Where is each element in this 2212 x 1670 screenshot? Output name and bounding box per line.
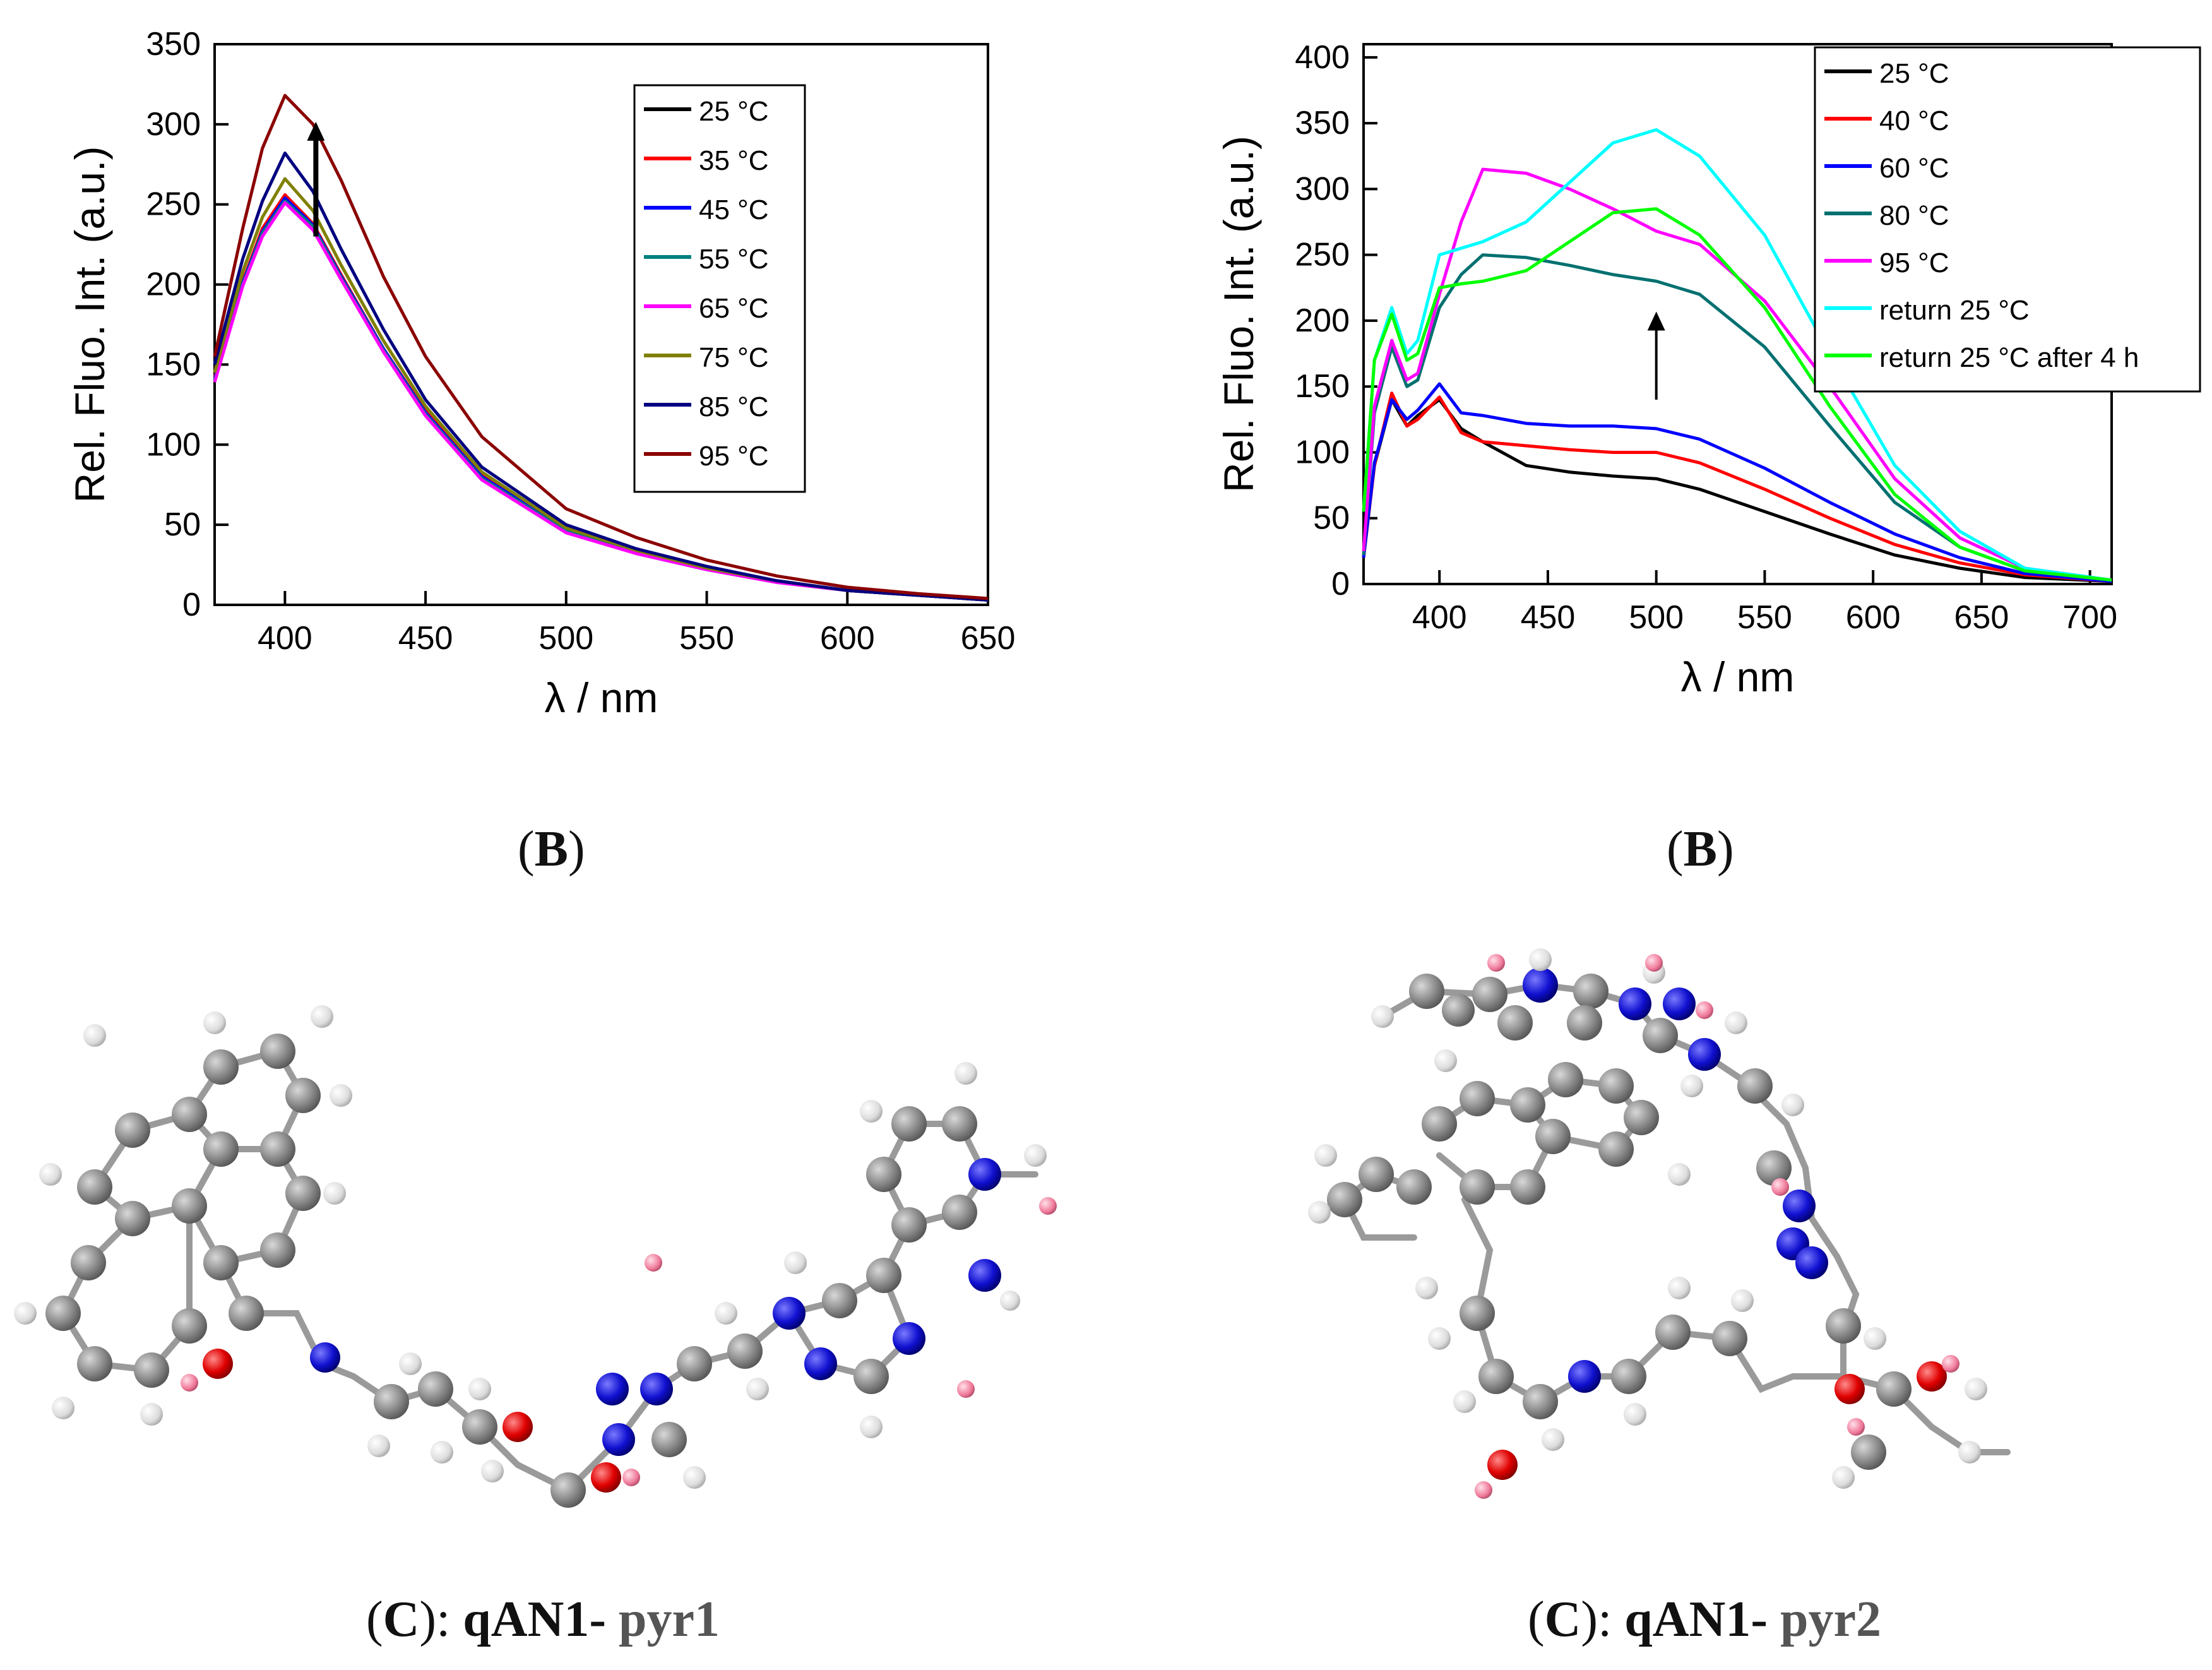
caption-top-right-letter: B: [1683, 821, 1717, 877]
y-tick-label: 150: [1295, 368, 1350, 405]
caption-bottom-right-letter: C: [1544, 1592, 1581, 1647]
x-tick-label: 650: [961, 620, 1016, 657]
x-tick-label: 700: [2062, 599, 2117, 636]
series-line-right-1: [1362, 391, 2112, 583]
chart-left: 400 450 500 550 600 650 0 50 100 150 200 250 300 350 λ…: [66, 26, 1015, 721]
increase-arrow-head: [307, 121, 325, 141]
y-tick-label: 200: [1295, 302, 1350, 339]
molecule-qan1-pyr2: [1308, 948, 2011, 1499]
legend-label: 60 °C: [1879, 153, 1949, 184]
caption-bottom-left-mol: qAN1-: [463, 1592, 619, 1647]
series-line-right-4: [1362, 167, 2112, 582]
y-tick-label: 100: [146, 426, 201, 463]
caption-bottom-left-suffix: ):: [419, 1592, 463, 1647]
legend-label: 95 °C: [1879, 248, 1949, 278]
caption-top-left-letter: B: [534, 821, 568, 877]
x-tick-label: 600: [1846, 599, 1901, 636]
caption-bottom-right-prefix: (: [1528, 1592, 1545, 1647]
x-tick-label: 400: [1412, 599, 1467, 636]
legend-box-right: [1814, 46, 2201, 393]
series-line-right-3: [1362, 253, 2112, 582]
legend-label: 75 °C: [699, 342, 769, 373]
legend-label: 45 °C: [699, 194, 769, 225]
x-axis-label: λ / nm: [1681, 653, 1795, 700]
caption-bottom-left-letter: C: [383, 1592, 420, 1647]
caption-top-left-open: (: [518, 821, 535, 877]
plot-frame-left: [213, 43, 989, 606]
caption-bottom-left-prefix: (: [366, 1592, 383, 1647]
legend-label: 25 °C: [699, 96, 769, 127]
y-tick-label: 0: [1331, 566, 1350, 602]
y-tick-label: 300: [1295, 170, 1350, 207]
pyr2-atoms: [1308, 948, 1987, 1499]
y-tick-label: 200: [146, 266, 201, 303]
x-tick-label: 500: [538, 620, 593, 657]
caption-bottom-right: (C): qAN1- pyr2: [1528, 1591, 1881, 1649]
caption-top-left-close: ): [568, 821, 585, 877]
x-tick-label: 550: [1737, 599, 1792, 636]
legend-label: return 25 °C after 4 h: [1879, 342, 2139, 373]
y-tick-label: 250: [146, 186, 201, 223]
y-tick-label: 250: [1295, 237, 1350, 273]
y-axis-label: Rel. Fluo. Int. (a.u.): [66, 146, 113, 503]
x-tick-label: 550: [679, 620, 734, 657]
legend-label: return 25 °C: [1879, 295, 2030, 326]
caption-bottom-right-mol: qAN1-: [1624, 1592, 1780, 1647]
legend-label: 95 °C: [699, 441, 769, 472]
x-tick-label: 600: [820, 620, 875, 657]
y-tick-label: 300: [146, 106, 201, 143]
legend-label: 25 °C: [1879, 58, 1949, 89]
caption-bottom-right-suffix: ):: [1581, 1592, 1625, 1647]
increase-arrow-head: [1647, 311, 1665, 331]
caption-bottom-left-part: pyr1: [618, 1592, 720, 1647]
y-tick-label: 150: [146, 346, 201, 383]
y-axis-label: Rel. Fluo. Int. (a.u.): [1215, 136, 1262, 492]
legend-label: 80 °C: [1879, 200, 1949, 231]
x-tick-label: 450: [398, 620, 453, 657]
legend-box-left: [633, 84, 806, 493]
legend-label: 40 °C: [1879, 105, 1949, 136]
caption-bottom-left: (C): qAN1- pyr1: [366, 1591, 720, 1649]
y-tick-label: 350: [146, 26, 201, 63]
legend-label: 85 °C: [699, 391, 769, 422]
series-line-right-5: [1362, 128, 2112, 582]
x-tick-label: 500: [1629, 599, 1684, 636]
series-line-left-7: [213, 93, 989, 600]
x-tick-label: 650: [1954, 599, 2009, 636]
series-line-right-6: [1362, 207, 2112, 582]
y-tick-label: 400: [1295, 39, 1350, 76]
y-tick-label: 0: [182, 587, 201, 623]
pyr1-atoms: [14, 1005, 1057, 1508]
legend-label: 55 °C: [699, 244, 769, 275]
molecule-qan1-pyr1: [14, 1005, 1057, 1508]
legend-label: 35 °C: [699, 145, 769, 176]
y-tick-label: 100: [1295, 434, 1350, 470]
caption-top-right-open: (: [1667, 821, 1684, 877]
caption-top-right: (B): [1667, 821, 1734, 878]
series-line-left-6: [213, 152, 989, 602]
caption-top-left: (B): [518, 821, 585, 878]
legend-label: 65 °C: [699, 293, 769, 324]
x-axis-label: λ / nm: [545, 674, 658, 721]
x-tick-label: 400: [258, 620, 312, 657]
chart-right: 400 450 500 550 600 650 700 0 50 100 150 200 250 300 3…: [1215, 39, 2201, 700]
y-tick-label: 50: [164, 506, 201, 543]
x-tick-label: 450: [1521, 599, 1576, 636]
caption-bottom-right-part: pyr2: [1780, 1592, 1881, 1647]
y-tick-label: 350: [1295, 105, 1350, 141]
y-tick-label: 50: [1313, 500, 1350, 537]
series-line-right-2: [1362, 382, 2112, 583]
caption-top-right-close: ): [1717, 821, 1734, 877]
